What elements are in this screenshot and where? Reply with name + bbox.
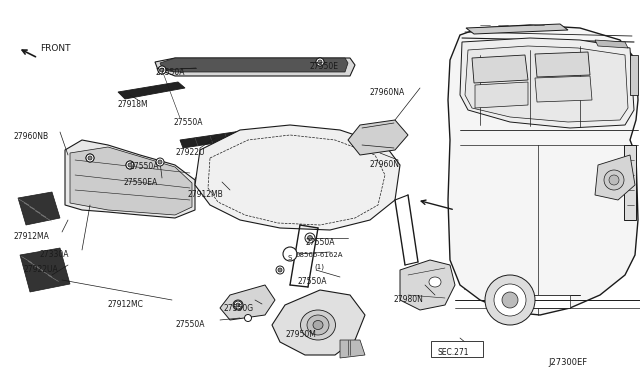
Text: 27960NB: 27960NB: [14, 132, 49, 141]
Circle shape: [244, 314, 252, 321]
Circle shape: [233, 300, 243, 310]
Polygon shape: [18, 192, 60, 225]
Circle shape: [160, 68, 164, 72]
Text: 27912MC: 27912MC: [108, 300, 144, 309]
Circle shape: [604, 170, 624, 190]
Text: 27918M: 27918M: [118, 100, 148, 109]
Circle shape: [305, 233, 315, 243]
Circle shape: [158, 66, 166, 74]
Text: 27550A: 27550A: [155, 68, 184, 77]
Circle shape: [236, 302, 241, 308]
Circle shape: [128, 163, 132, 167]
Polygon shape: [535, 76, 592, 102]
Polygon shape: [195, 125, 400, 230]
Polygon shape: [465, 46, 628, 122]
Circle shape: [86, 154, 94, 162]
Text: 27550EA: 27550EA: [124, 178, 158, 187]
Polygon shape: [195, 168, 275, 188]
Polygon shape: [180, 130, 255, 148]
Polygon shape: [472, 55, 528, 83]
Text: 27550A: 27550A: [130, 162, 159, 171]
Circle shape: [307, 235, 312, 241]
Circle shape: [236, 303, 240, 307]
Polygon shape: [400, 260, 455, 310]
Text: 27912MA: 27912MA: [14, 232, 50, 241]
Circle shape: [126, 161, 134, 169]
Text: 27922UA: 27922UA: [24, 265, 59, 274]
Circle shape: [316, 58, 324, 66]
Polygon shape: [595, 155, 635, 200]
Polygon shape: [448, 25, 638, 315]
Text: 27960NA: 27960NA: [370, 88, 405, 97]
Polygon shape: [630, 55, 638, 95]
Circle shape: [128, 163, 132, 167]
Circle shape: [156, 158, 164, 166]
Polygon shape: [475, 82, 528, 108]
Polygon shape: [348, 120, 408, 155]
Text: 27912MB: 27912MB: [188, 190, 224, 199]
Circle shape: [160, 68, 164, 72]
Text: 08566-6162A: 08566-6162A: [295, 252, 342, 258]
Text: 27550G: 27550G: [223, 304, 253, 313]
Circle shape: [88, 156, 92, 160]
Text: 27330A: 27330A: [40, 250, 70, 259]
Circle shape: [283, 247, 297, 261]
Polygon shape: [220, 285, 275, 320]
Polygon shape: [340, 340, 365, 358]
FancyBboxPatch shape: [431, 341, 483, 357]
Circle shape: [86, 154, 94, 162]
Text: 27950M: 27950M: [285, 330, 316, 339]
Text: 27550A: 27550A: [305, 238, 335, 247]
Text: 27550E: 27550E: [310, 62, 339, 71]
Text: 27550A: 27550A: [297, 277, 326, 286]
Circle shape: [234, 301, 242, 309]
Text: S: S: [288, 255, 292, 261]
Text: 27922U: 27922U: [175, 148, 205, 157]
Circle shape: [158, 66, 166, 74]
Polygon shape: [155, 58, 355, 76]
Polygon shape: [535, 52, 590, 77]
Polygon shape: [595, 40, 628, 48]
Polygon shape: [20, 248, 70, 292]
Polygon shape: [466, 24, 568, 34]
Circle shape: [609, 175, 619, 185]
Circle shape: [502, 292, 518, 308]
Text: SEC.271: SEC.271: [438, 348, 470, 357]
Circle shape: [126, 161, 134, 169]
Polygon shape: [460, 38, 634, 128]
Circle shape: [278, 268, 282, 272]
Polygon shape: [118, 82, 185, 99]
Circle shape: [318, 60, 322, 64]
Ellipse shape: [301, 310, 335, 340]
Text: 27550A: 27550A: [174, 118, 204, 127]
Text: FRONT: FRONT: [40, 44, 70, 53]
Ellipse shape: [307, 315, 329, 335]
Ellipse shape: [313, 321, 323, 330]
Circle shape: [158, 160, 162, 164]
Ellipse shape: [429, 277, 441, 287]
Circle shape: [318, 60, 322, 64]
Circle shape: [276, 266, 284, 274]
Polygon shape: [70, 147, 192, 215]
Circle shape: [494, 284, 526, 316]
Text: J27300EF: J27300EF: [548, 358, 587, 367]
Polygon shape: [272, 290, 365, 355]
Text: (1): (1): [314, 264, 324, 270]
Polygon shape: [520, 295, 570, 308]
Circle shape: [316, 58, 324, 66]
Polygon shape: [160, 58, 348, 72]
Polygon shape: [65, 140, 195, 218]
Text: 27960N: 27960N: [370, 160, 400, 169]
Circle shape: [485, 275, 535, 325]
Text: 27980N: 27980N: [393, 295, 423, 304]
Polygon shape: [624, 145, 636, 220]
Circle shape: [88, 156, 92, 160]
Text: 27550A: 27550A: [175, 320, 205, 329]
